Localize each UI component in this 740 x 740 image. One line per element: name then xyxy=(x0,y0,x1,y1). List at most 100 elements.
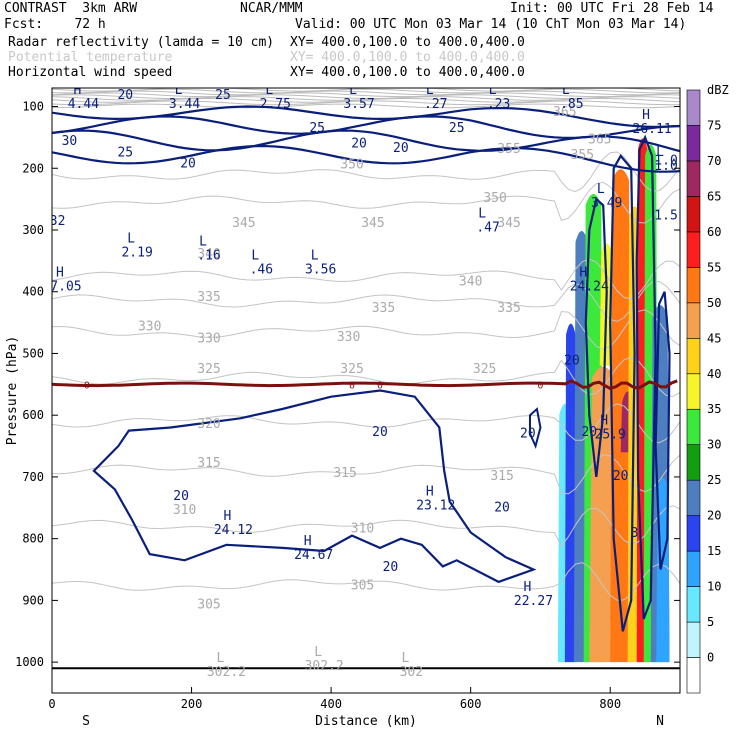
field-xy-reflectivity: XY= 400.0,100.0 to 400.0,400.0 xyxy=(290,35,525,50)
colorbar-swatch xyxy=(686,267,701,304)
extremum-value: 302.2 xyxy=(207,665,246,680)
valid-time: Valid: 00 UTC Mon 03 Mar 14 (10 ChT Mon … xyxy=(295,17,687,32)
wind-contour-label: 30 xyxy=(62,134,78,149)
wind-contour-label: 20 xyxy=(494,501,510,516)
colorbar-swatch xyxy=(686,621,701,658)
extremum-type: L xyxy=(489,83,497,98)
extremum-type: L xyxy=(217,651,225,666)
theta-contour-345 xyxy=(52,181,680,224)
theta-label: 345 xyxy=(361,216,384,231)
field-xy-theta: XY= 400.0,100.0 to 400.0,400.0 xyxy=(290,50,525,65)
stratosphere-theta-contour xyxy=(52,100,680,106)
colorbar-label: 35 xyxy=(707,402,721,416)
extremum-value: 24.12 xyxy=(214,523,253,538)
extremum-value: 302 xyxy=(400,665,423,680)
wind-contour-label: 20 xyxy=(180,157,196,172)
wind-contour-label: 20 xyxy=(520,426,536,441)
colorbar-swatch xyxy=(686,586,701,623)
theta-label: 365 xyxy=(553,105,576,120)
theta-label: 315 xyxy=(490,469,513,484)
extremum-type: L xyxy=(251,249,259,264)
freezing-level-line xyxy=(52,379,678,391)
field-xy-wind: XY= 400.0,100.0 to 400.0,400.0 xyxy=(290,65,525,80)
colorbar-label: 65 xyxy=(707,189,721,203)
theta-label: 335 xyxy=(197,290,220,305)
stratosphere-theta-contour xyxy=(52,92,680,98)
theta-label: 355 xyxy=(571,148,594,163)
colorbar-swatch xyxy=(686,125,701,162)
wind-contour-storm xyxy=(654,291,671,570)
extremum-type: L xyxy=(127,231,135,246)
reflectivity-band-15dbz xyxy=(564,323,577,663)
extremum-type: H xyxy=(579,265,587,280)
wind-contour-label: 20 xyxy=(383,560,399,575)
freezing-level-label: 0 xyxy=(377,380,383,391)
y-axis-title: Pressure (hPa) xyxy=(5,336,20,446)
extremum-type: L xyxy=(311,249,319,264)
wind-contour-label: 20 xyxy=(613,469,629,484)
y-tick-label: 300 xyxy=(22,223,44,237)
wind-contour-label: 20 xyxy=(564,354,580,369)
colorbar-swatch xyxy=(686,231,701,268)
theta-label: 325 xyxy=(197,362,220,377)
y-tick-label: 100 xyxy=(22,100,44,114)
wind-contour-label: 20 xyxy=(581,425,597,440)
organization: NCAR/MMM xyxy=(240,1,303,16)
extremum-type: L xyxy=(401,651,409,666)
y-tick-label: 800 xyxy=(22,532,44,546)
x-tick-label: 400 xyxy=(320,697,342,711)
extremum-type: L xyxy=(265,83,273,98)
extremum-value: 22.27 xyxy=(514,594,553,609)
colorbar-unit: dBZ xyxy=(707,83,729,97)
extremum-value: .46 xyxy=(250,263,273,278)
extremum-type: L xyxy=(597,182,605,197)
extremum-type: L xyxy=(562,83,570,98)
extremum-value: 4.44 xyxy=(68,97,99,112)
theta-label: 340 xyxy=(197,247,220,262)
theta-contour-350 xyxy=(52,151,680,193)
theta-contour-330 xyxy=(52,309,680,350)
extremum-value: 2.75 xyxy=(260,97,291,112)
wind-contour-label: 20 xyxy=(372,425,388,440)
x-end-label-left: S xyxy=(82,714,90,729)
theta-label: 320 xyxy=(197,417,220,432)
theta-label: 350 xyxy=(340,157,363,172)
extremum-value: .47 xyxy=(476,221,499,236)
extremum-value: 3.56 xyxy=(305,263,336,278)
wind-contour-label: 20 xyxy=(173,489,189,504)
theta-contour-310 xyxy=(52,505,680,548)
theta-label: 350 xyxy=(483,191,506,206)
colorbar-label: 30 xyxy=(707,438,721,452)
wind-contour-label: 25 xyxy=(449,121,465,136)
extremum-value: .85 xyxy=(560,97,583,112)
extremum-type: L xyxy=(199,234,207,249)
theta-label: 310 xyxy=(351,521,374,536)
y-tick-label: 600 xyxy=(22,408,44,422)
wind-contour-label: 25 xyxy=(215,88,231,103)
colorbar-label: 50 xyxy=(707,296,721,310)
stratosphere-theta-contour xyxy=(52,103,680,109)
x-tick-label: 800 xyxy=(599,697,621,711)
theta-contour-320 xyxy=(52,403,680,444)
wind-contour-storm xyxy=(635,134,657,620)
colorbar-label: 40 xyxy=(707,367,721,381)
theta-contour-340 xyxy=(52,258,680,300)
wind-contour-storm xyxy=(609,153,636,632)
field-name-theta: Potential temperature xyxy=(8,50,173,65)
theta-label: 325 xyxy=(340,362,363,377)
field-name-wind: Horizontal wind speed xyxy=(8,65,173,80)
freezing-level-label: 0 xyxy=(537,380,543,391)
extremum-value: 24.24 xyxy=(570,279,609,294)
colorbar-swatch xyxy=(686,196,701,233)
extremum-value: .27 xyxy=(424,97,447,112)
freezing-level-label: 0 xyxy=(349,380,355,391)
wind-contour-label: 25 xyxy=(309,121,325,136)
colorbar-label: 25 xyxy=(707,473,721,487)
wind-contour-label: 1.5 xyxy=(654,208,677,223)
wind-contour-label: 20 xyxy=(393,141,409,156)
theta-contour-335 xyxy=(52,280,680,322)
extremum-value: 2.19 xyxy=(121,245,152,260)
colorbar-swatch xyxy=(686,444,701,481)
